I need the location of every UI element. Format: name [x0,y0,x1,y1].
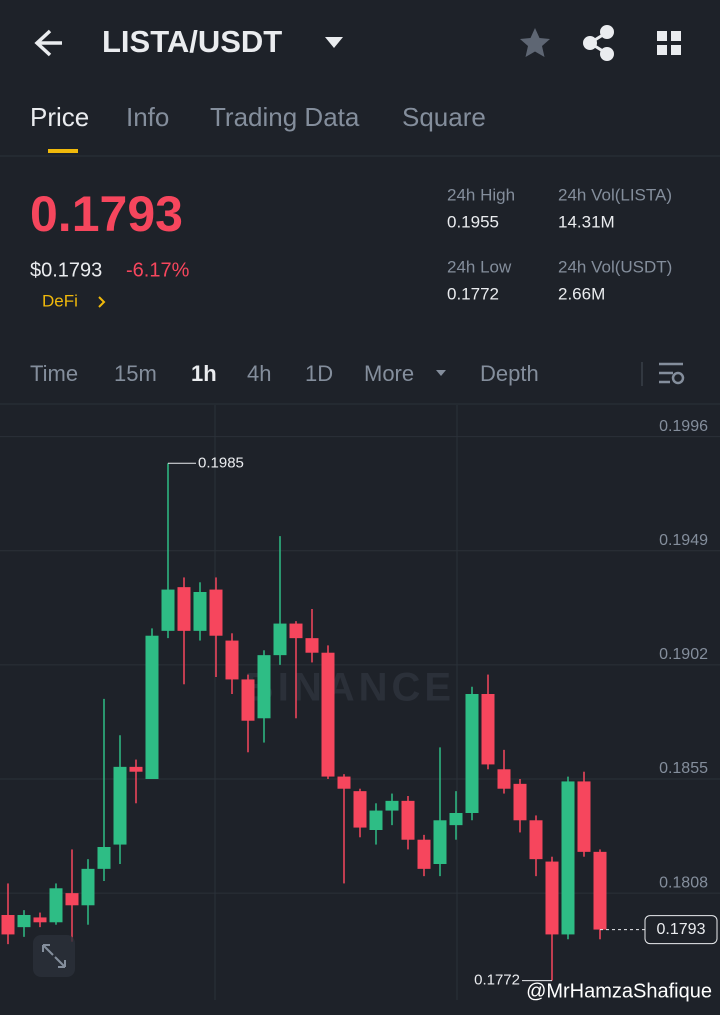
stat-value: 0.1772 [447,284,499,303]
chart-settings-icon[interactable] [659,362,685,385]
candle-body [273,623,287,656]
tab-indicator [48,149,78,153]
timeframe[interactable]: 1D [305,361,333,386]
candle-body [97,847,111,869]
candle-body [81,868,95,906]
dropdown-icon[interactable] [325,37,343,48]
candle-body [529,820,543,860]
candle-body [177,587,191,631]
timeframe[interactable]: Time [30,361,78,386]
category-tag[interactable]: DeFi [42,291,78,310]
timeframe[interactable]: 4h [247,361,271,386]
candle-body [289,623,303,639]
y-tick-label: 0.1808 [659,874,708,891]
candle-body [449,813,463,826]
chart: BINANCE 0.1996 0.1949 0.1902 0.1855 0.1808 0.1… [0,405,720,1000]
y-tick-label: 0.1949 [659,532,708,549]
low-label: 0.1772 [474,972,520,989]
timeframe[interactable]: More [364,361,414,386]
last-price: 0.1793 [30,186,183,242]
candle-body [33,917,47,923]
candle-body [401,800,415,840]
tab[interactable]: Price [30,102,89,132]
candle-body [257,655,271,719]
expand-button[interactable] [33,935,75,977]
candle-body [113,766,127,845]
candle-body [497,769,511,789]
last-price-label: 0.1793 [657,921,706,938]
candle-body [417,839,431,869]
candle-body [65,893,79,906]
credit-watermark: @MrHamzaShafique [526,980,712,1002]
favorite-icon[interactable] [520,28,550,57]
stat-label: 24h Vol(USDT) [558,257,672,276]
timeframe[interactable]: 15m [114,361,157,386]
candle-body [465,694,479,813]
y-tick-label: 0.1996 [659,418,708,435]
candle-body [385,800,399,811]
stat-label: 24h High [447,185,515,204]
candle-body [1,915,15,935]
share-icon[interactable] [583,25,614,61]
pair-title[interactable]: LISTA/USDT [102,24,282,59]
price-change: -6.17% [126,259,190,281]
candle-body [321,652,335,777]
candle-body [577,781,591,852]
tag-arrow [98,296,106,308]
back-icon[interactable] [34,29,62,57]
candle-body [17,915,31,928]
timeframe[interactable]: 1h [191,361,217,386]
y-tick-label: 0.1902 [659,646,708,663]
candle-body [241,679,255,721]
candle-body [225,640,239,680]
candle-body [337,776,351,789]
candle-body [305,638,319,653]
timeframe[interactable]: Depth [480,361,539,386]
high-label: 0.1985 [198,454,244,471]
candle-body [49,888,63,923]
tab[interactable]: Info [126,102,169,132]
stat-value: 2.66M [558,284,605,303]
candle-body [433,820,447,864]
stat-value: 14.31M [558,212,615,231]
watermark: BINANCE [245,666,455,710]
candle-body [353,791,367,828]
y-tick-label: 0.1855 [659,760,708,777]
candle-body [161,589,175,631]
tab[interactable]: Square [402,102,486,132]
last-price-box [644,915,718,945]
candle-body [593,851,607,930]
candle-body [145,635,159,779]
candle-body [545,861,559,935]
candle-body [209,589,223,636]
stat-label: 24h Low [447,257,512,276]
candle-body [481,694,495,765]
candle-body [369,810,383,830]
candle-body [561,781,575,935]
stat-value: 0.1955 [447,212,499,231]
stat-label: 24h Vol(LISTA) [558,185,672,204]
more-dropdown-icon [436,370,446,376]
candle-body [129,766,143,772]
candle-body [193,592,207,631]
tab[interactable]: Trading Data [210,102,360,132]
candle-body [513,783,527,821]
usd-price: $0.1793 [30,259,102,281]
grid-icon[interactable] [657,31,681,55]
